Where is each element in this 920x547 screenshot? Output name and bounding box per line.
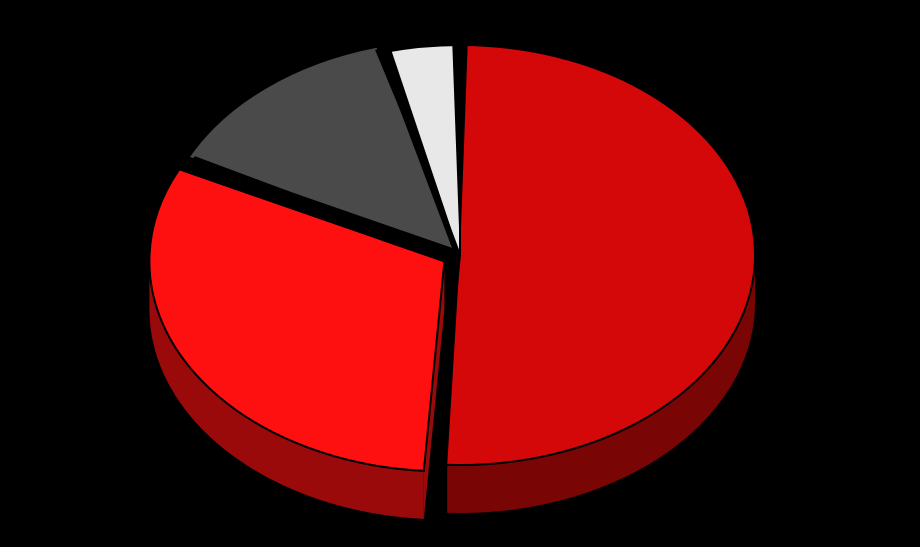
slice-gap-side	[432, 464, 447, 513]
pie-chart-svg	[0, 0, 920, 547]
pie-chart-3d	[0, 0, 920, 547]
